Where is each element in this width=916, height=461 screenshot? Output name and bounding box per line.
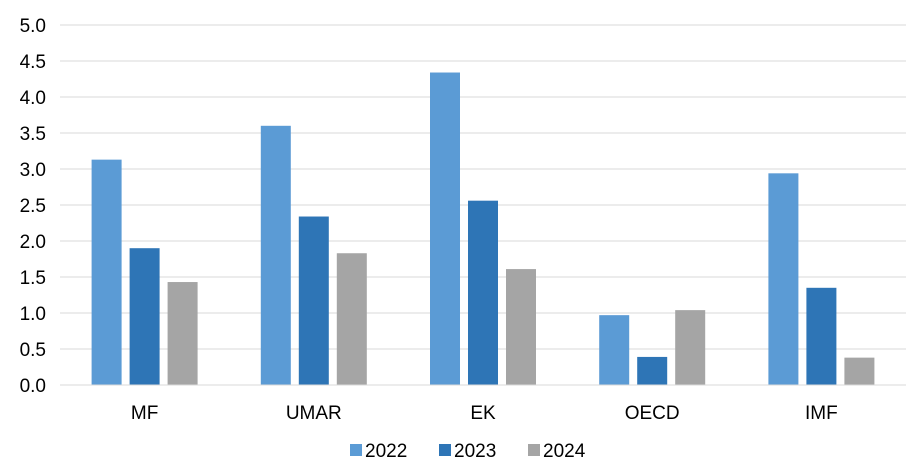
- y-tick-label: 2.0: [20, 232, 46, 253]
- bar-imf-2023: [806, 287, 837, 385]
- bars: [91, 72, 875, 386]
- bar-imf-2024: [844, 357, 875, 385]
- bar-umar-2022: [260, 125, 291, 386]
- x-category-label: IMF: [805, 403, 838, 424]
- x-category-label: OECD: [625, 403, 680, 424]
- y-tick-label: 1.5: [20, 268, 46, 289]
- bar-ek-2024: [506, 269, 536, 385]
- bar-umar-2023: [298, 216, 329, 385]
- y-tick-label: 0.0: [20, 376, 46, 397]
- y-tick-label: 4.5: [20, 52, 46, 73]
- x-category-label: EK: [470, 403, 496, 424]
- legend: 2022 2023 2024: [350, 441, 586, 461]
- y-tick-label: 1.0: [20, 304, 46, 325]
- y-tick-label: 4.0: [20, 88, 46, 109]
- bar-ek-2022: [430, 72, 460, 386]
- y-tick-label: 0.5: [20, 340, 46, 361]
- bar-oecd-2024: [675, 310, 706, 385]
- bar-oecd-2023: [637, 356, 668, 385]
- x-category-label: UMAR: [286, 403, 342, 424]
- legend-swatch-2023: [439, 444, 451, 456]
- bar-oecd-2022: [599, 315, 630, 385]
- x-category-label: MF: [131, 403, 158, 424]
- legend-label: 2022: [365, 441, 407, 461]
- y-axis-tick-labels: 0.0 0.5 1.0 1.5 2.0 2.5 3.0 3.5 4.0 4.5 5.0: [20, 16, 46, 397]
- y-tick-label: 3.0: [20, 160, 46, 181]
- bar-ek-2023: [468, 200, 498, 385]
- x-axis-category-labels: MF UMAR EK OECD IMF: [131, 403, 838, 424]
- bar-mf-2024: [167, 282, 198, 385]
- y-tick-label: 5.0: [20, 16, 46, 37]
- y-tick-label: 2.5: [20, 196, 46, 217]
- bar-imf-2022: [768, 173, 799, 385]
- legend-swatch-2022: [350, 444, 362, 456]
- bar-mf-2022: [91, 159, 122, 385]
- legend-swatch-2024: [528, 444, 540, 456]
- y-tick-label: 3.5: [20, 124, 46, 145]
- legend-label: 2023: [454, 441, 496, 461]
- bar-mf-2023: [129, 248, 160, 385]
- bar-umar-2024: [336, 253, 367, 385]
- legend-label: 2024: [543, 441, 586, 461]
